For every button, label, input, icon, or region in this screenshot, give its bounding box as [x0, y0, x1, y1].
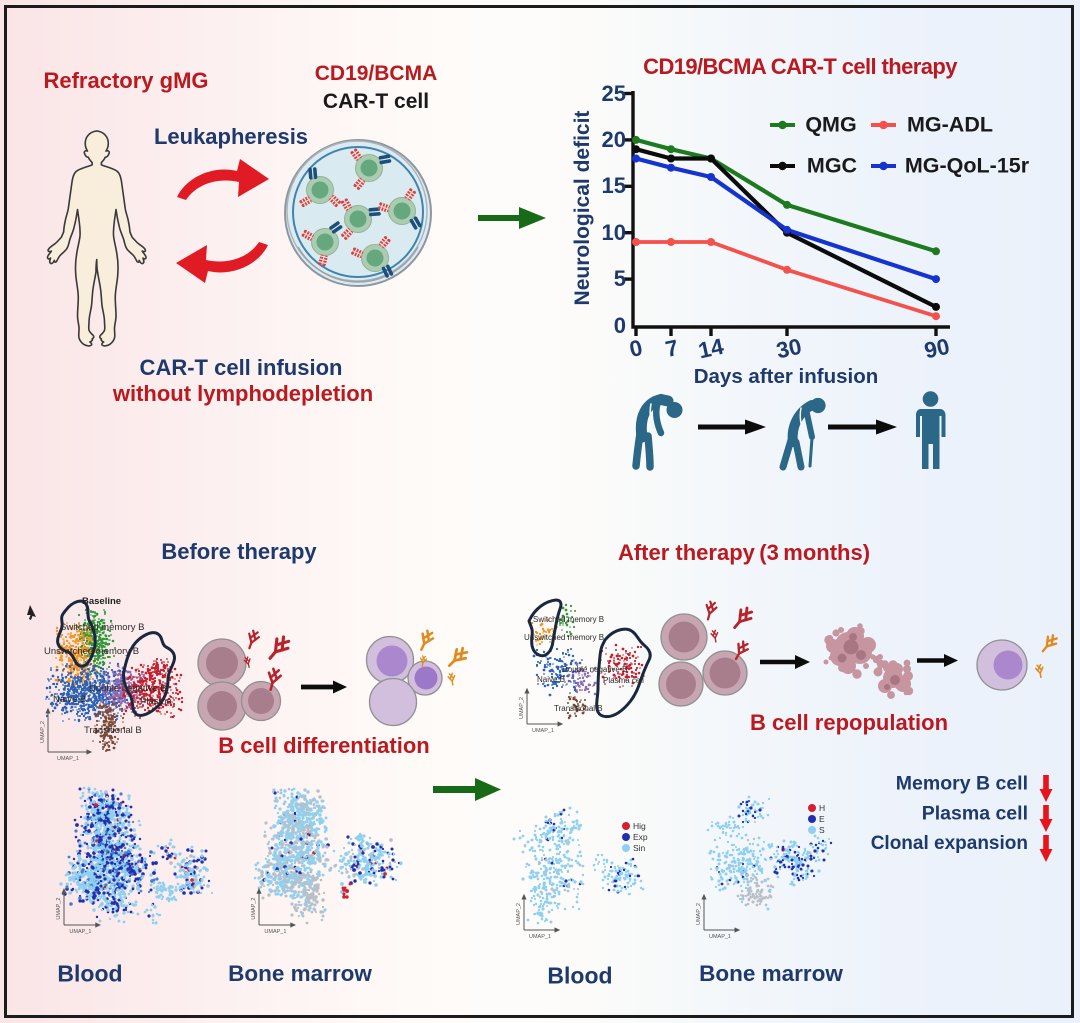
svg-text:UMAP_1: UMAP_1: [532, 728, 554, 734]
svg-text:Baseline: Baseline: [82, 596, 121, 607]
svg-text:Double negative B: Double negative B: [562, 665, 627, 674]
svg-text:Unswitched memory B: Unswitched memory B: [524, 633, 604, 642]
svg-text:Switched memory B: Switched memory B: [533, 615, 604, 624]
svg-text:Naive B: Naive B: [53, 694, 86, 705]
svg-text:Transitional B: Transitional B: [84, 725, 142, 736]
svg-text:UMAP_2: UMAP_2: [56, 898, 62, 920]
svg-text:UMAP_1: UMAP_1: [69, 929, 91, 935]
svg-text:Switched memory B: Switched memory B: [60, 622, 144, 633]
svg-text:UMAP_2: UMAP_2: [40, 721, 46, 743]
svg-text:Double negative B: Double negative B: [89, 683, 167, 694]
svg-text:Plasma: Plasma: [140, 696, 172, 707]
svg-text:Naive B: Naive B: [537, 675, 565, 684]
svg-text:Unswitched memory B: Unswitched memory B: [44, 646, 139, 657]
svg-text:Plasma cell: Plasma cell: [603, 676, 644, 685]
svg-text:UMAP_1: UMAP_1: [57, 756, 79, 762]
svg-text:UMAP_2: UMAP_2: [519, 697, 525, 719]
svg-text:Transitional B: Transitional B: [554, 704, 603, 713]
